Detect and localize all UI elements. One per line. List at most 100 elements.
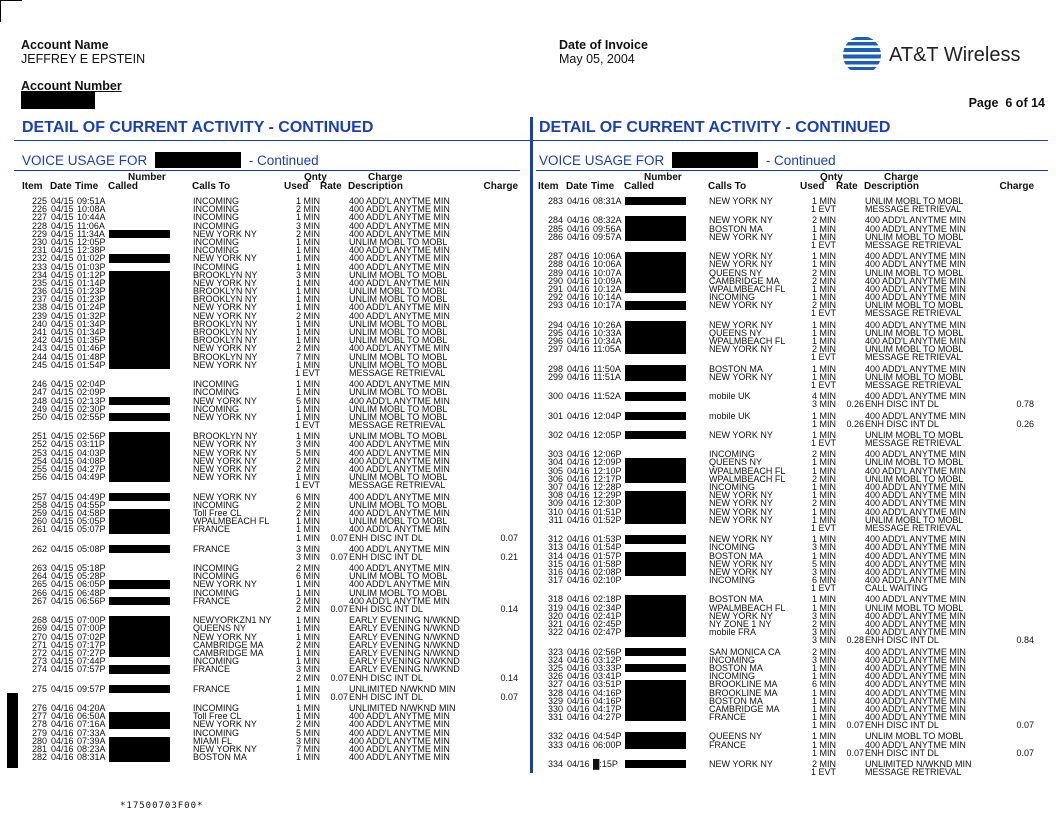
call-date: 04/15	[51, 615, 74, 626]
charge-description: 400 ADD'L ANYTME MIN	[349, 245, 450, 256]
table-row: 241 04/15 01:34P BROOKLYN NY 1 MIN UNLIM MOBL…	[20, 327, 530, 337]
table-row: 242 04/15 01:35P BROOKLYN NY 1 MIN UNLIM MOBL…	[20, 336, 530, 345]
calls-to: CAMBRIDGE MA	[709, 275, 780, 286]
item-number: 269	[31, 623, 47, 634]
quantity-used: 1 MIN	[295, 302, 320, 313]
table-row: 246 04/15 02:04P INCOMING 1 MIN 400 ADD'L ANY…	[20, 380, 530, 389]
call-date: 04/16	[567, 465, 590, 476]
item-number: 290	[547, 275, 563, 286]
quantity-used: 1 MIN	[811, 506, 836, 517]
call-time: 07:39A	[77, 735, 106, 746]
call-time: 01:58P	[593, 558, 622, 569]
calls-to: WPALMBEACH FL	[709, 336, 786, 346]
call-date: 04/16	[51, 727, 74, 738]
number-called	[625, 543, 686, 551]
number-called	[109, 197, 170, 205]
number-called-redacted	[109, 465, 170, 474]
call-time: 02:34P	[593, 602, 622, 613]
call-group: 268 04/15 07:00P NEWYORKZN1 NY 1 MIN EARLY EV…	[20, 615, 530, 683]
number-called	[109, 263, 170, 271]
charge-description: ENH DISC INT DL	[865, 399, 939, 410]
item-number: 247	[31, 387, 47, 398]
call-time: 10:07A	[593, 267, 622, 278]
call-time: 11:52A	[593, 391, 621, 402]
item-number: 229	[31, 228, 47, 239]
item-number: 278	[31, 719, 47, 730]
quantity-used: 1 MIN	[295, 277, 320, 288]
calls-to: BROOKLINE MA	[709, 679, 778, 690]
call-date: 04/16	[567, 610, 590, 621]
item-number: 316	[547, 566, 563, 577]
calls-to: CAMBRIDGE MA	[193, 647, 264, 658]
rate: 0.07	[330, 532, 348, 543]
number-called	[625, 439, 686, 447]
table-row: 285 04/16 09:56A BOSTON MA 1 MIN 400 ADD'L AN…	[536, 224, 1046, 233]
call-time: 11:06A	[77, 220, 105, 231]
invoice-date-label: Date of Invoice	[559, 38, 648, 52]
charge: 0.07	[500, 691, 518, 702]
charge-description: 400 ADD'L ANYTME MIN	[349, 491, 450, 502]
charge-description: 400 ADD'L ANYTME MIN	[349, 507, 450, 518]
item-number: 251	[31, 431, 47, 442]
number-called-redacted	[625, 696, 686, 706]
call-group: 276 04/16 04:20A INCOMING 1 MIN UNLIMITED N/W…	[20, 703, 530, 761]
call-date: 04/16	[567, 457, 590, 468]
number-called-redacted	[109, 640, 170, 650]
quantity-used: 3 MIN	[811, 654, 836, 665]
table-row: 260 04/15 05:05P WPALMBEACH FL 1 MIN UNLIM MO…	[20, 517, 530, 526]
quantity-used: 1 MIN	[295, 387, 320, 398]
call-time: 10:26A	[593, 319, 622, 330]
number-called-redacted	[625, 680, 686, 689]
table-row: 1 EVT MESSAGE RETRIEVAL	[536, 768, 1046, 777]
item-number: 249	[31, 403, 47, 414]
number-called	[109, 674, 170, 682]
column-header-date: Date	[50, 181, 72, 192]
item-number: 296	[547, 336, 563, 346]
item-number: 292	[547, 292, 563, 303]
table-row: 299 04/16 11:51A NEW YORK NY 1 MIN UNLIM MOBL…	[536, 372, 1046, 381]
calls-to: NEW YORK NY	[193, 277, 257, 288]
charge-description: EARLY EVENING N/WKND	[349, 623, 460, 634]
item-number: 239	[31, 310, 47, 321]
calls-to: BOSTON MA	[709, 662, 763, 673]
quantity-used: 1 MIN	[811, 695, 836, 706]
quantity-used: 3 MIN	[811, 542, 836, 553]
number-called-redacted	[109, 736, 170, 746]
calls-to: NEW YORK NY	[709, 759, 773, 769]
quantity-used: 3 MIN	[811, 566, 836, 577]
quantity-used: 3 MIN	[811, 399, 836, 410]
table-row: 1 MIN 0.07 ENH DISC INT DL 0.07	[536, 721, 1046, 730]
call-group: 318 04/16 02:18P BOSTON MA 1 MIN 400 ADD'L AN…	[536, 595, 1046, 645]
item-number: 310	[547, 506, 563, 517]
number-called-redacted	[625, 232, 686, 242]
call-time: 01:34P	[77, 327, 106, 337]
table-row: 1 MIN 0.07 ENH DISC INT DL 0.07	[20, 532, 530, 543]
number-called	[109, 589, 170, 597]
call-date: 04/16	[51, 711, 74, 722]
call-time: 01:24P	[77, 302, 106, 313]
table-row: 2 MIN 0.07 ENH DISC INT DL 0.14	[20, 604, 530, 613]
call-date: 04/15	[51, 499, 74, 510]
calls-to: NEW YORK NY	[709, 429, 773, 440]
number-called-redacted	[109, 517, 170, 526]
table-row: 319 04/16 02:34P WPALMBEACH FL 1 MIN UNLIM MO…	[536, 602, 1046, 613]
number-called	[625, 672, 686, 680]
item-number: 241	[31, 327, 47, 337]
item-number: 228	[31, 220, 47, 231]
table-row: 230 04/15 12:05P INCOMING 1 MIN UNLIM MOBL TO…	[20, 237, 530, 246]
charge-description: 400 ADD'L ANYTME MIN	[865, 558, 966, 569]
charge: 0.78	[1016, 399, 1034, 410]
charge-description: 400 ADD'L ANYTME MIN	[865, 498, 966, 509]
quantity-used: 1 MIN	[295, 631, 320, 642]
number-called-redacted	[109, 580, 170, 589]
calls-to: FRANCE	[193, 664, 231, 675]
charge-description: 400 ADD'L ANYTME MIN	[349, 727, 450, 738]
table-row: 247 04/15 02:09P INCOMING 1 MIN UNLIM MOBL TO…	[20, 387, 530, 398]
call-date: 04/16	[567, 196, 590, 206]
item-number: 272	[31, 647, 47, 658]
charge-description: UNLIM MOBL TO MOBL	[865, 267, 964, 278]
call-time: 02:41P	[593, 610, 622, 621]
charge-description: UNLIMITED N/WKND MIN	[349, 683, 456, 694]
charge-description: 400 ADD'L ANYTME MIN	[349, 524, 450, 535]
item-number: 257	[31, 491, 47, 502]
